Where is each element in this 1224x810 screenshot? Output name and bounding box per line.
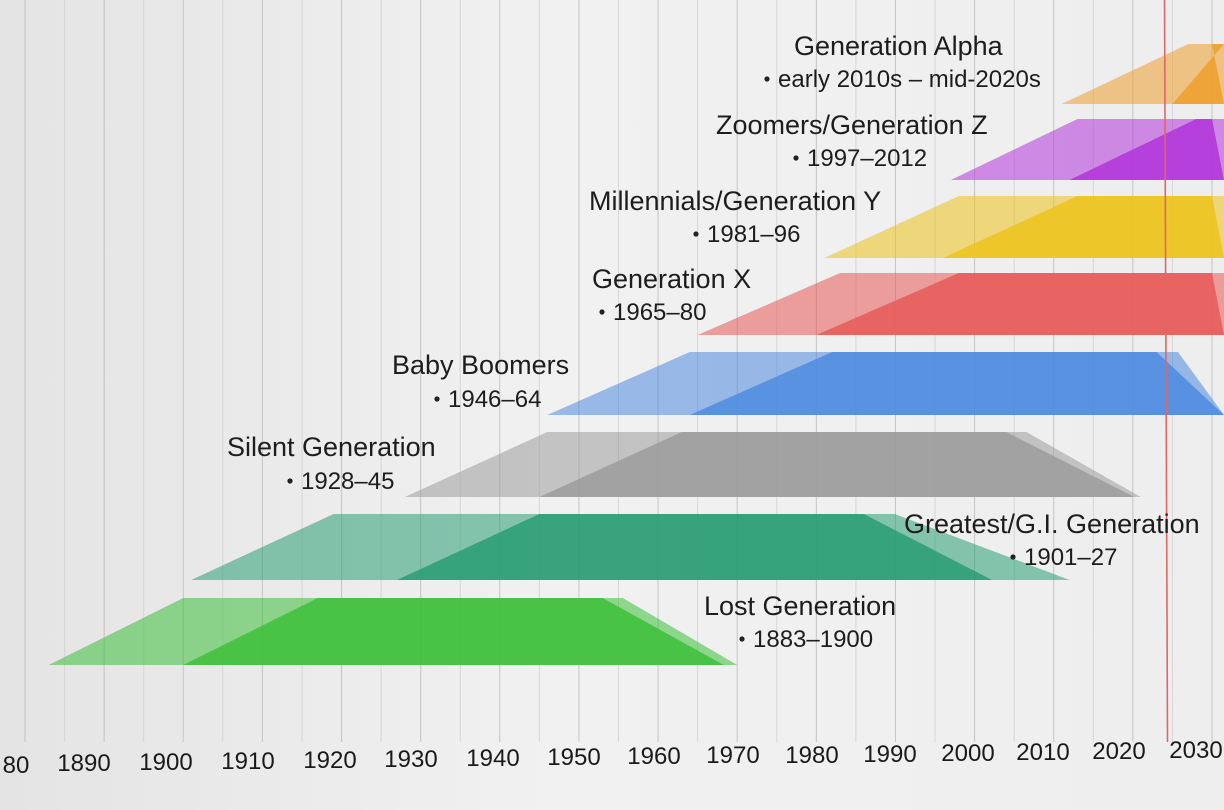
generation-range: 1901–27 bbox=[1024, 544, 1117, 571]
current-year-line bbox=[1163, 0, 1169, 743]
generation-range: 1883–1900 bbox=[753, 626, 873, 653]
generation-range: 1965–80 bbox=[613, 299, 706, 326]
generation-name: Silent Generation bbox=[227, 432, 436, 462]
generation-range: 1946–64 bbox=[448, 386, 541, 413]
bullet-icon bbox=[693, 231, 699, 237]
band-inner bbox=[396, 514, 993, 580]
generation-range: 1928–45 bbox=[301, 468, 394, 495]
generation-name: Lost Generation bbox=[704, 591, 896, 621]
generation-name: Millennials/Generation Y bbox=[589, 186, 881, 216]
generation-label: Generation X 1965–80 bbox=[592, 264, 751, 326]
bullet-icon bbox=[434, 396, 440, 402]
bullet-icon bbox=[1010, 554, 1016, 560]
generation-label: Millennials/Generation Y 1981–96 bbox=[589, 186, 881, 248]
x-tick-label: 1950 bbox=[547, 744, 600, 771]
generation-label: Lost Generation 1883–1900 bbox=[704, 591, 896, 653]
x-tick-label: 1960 bbox=[627, 743, 680, 770]
bullet-icon bbox=[739, 636, 745, 642]
bullet-icon bbox=[599, 309, 605, 315]
band-inner bbox=[1172, 44, 1224, 104]
x-axis-ticks: 80 1890 1900 1910 1920 1930 1940 1950 1960 1970 19… bbox=[3, 737, 1223, 779]
generation-band bbox=[48, 598, 738, 665]
generation-label: Generation Alpha early 2010s – mid-2020s bbox=[764, 31, 1041, 93]
x-tick-label: 1920 bbox=[303, 747, 356, 774]
generation-band bbox=[547, 352, 1224, 415]
x-tick-label: 80 bbox=[3, 752, 30, 779]
x-tick-label: 1990 bbox=[863, 741, 916, 768]
band-outer bbox=[1061, 44, 1224, 104]
generation-label: Greatest/G.I. Generation 1901–27 bbox=[904, 509, 1200, 571]
x-tick-label: 2030 bbox=[1169, 737, 1222, 764]
x-tick-label: 1980 bbox=[785, 742, 838, 769]
bullet-icon bbox=[764, 76, 770, 82]
x-tick-label: 1940 bbox=[466, 745, 519, 772]
generation-name: Generation Alpha bbox=[794, 31, 1004, 61]
generation-label: Baby Boomers 1946–64 bbox=[392, 350, 569, 413]
x-tick-label: 1900 bbox=[139, 749, 192, 776]
generation-band bbox=[697, 273, 1224, 335]
x-tick-label: 1890 bbox=[57, 750, 110, 777]
generation-band bbox=[824, 196, 1224, 258]
bullet-icon bbox=[287, 478, 293, 484]
x-tick-label: 1970 bbox=[706, 742, 759, 769]
band-inner bbox=[816, 273, 1224, 335]
x-tick-label: 2000 bbox=[941, 740, 994, 767]
band-inner bbox=[539, 432, 1135, 497]
generation-label: Silent Generation 1928–45 bbox=[227, 432, 436, 495]
bullet-icon bbox=[793, 155, 799, 161]
generation-range: 1981–96 bbox=[707, 221, 800, 248]
generation-range: 1997–2012 bbox=[807, 145, 927, 172]
x-tick-label: 2010 bbox=[1016, 739, 1069, 766]
generation-band bbox=[950, 119, 1224, 180]
x-tick-label: 1930 bbox=[384, 746, 437, 773]
band-inner bbox=[183, 598, 724, 665]
generation-labels: Lost Generation 1883–1900 Greatest/G.I. Ge… bbox=[227, 31, 1200, 653]
generation-name: Greatest/G.I. Generation bbox=[904, 509, 1200, 539]
generation-range: early 2010s – mid-2020s bbox=[778, 66, 1041, 93]
band-inner bbox=[689, 352, 1224, 415]
generation-name: Zoomers/Generation Z bbox=[716, 110, 988, 140]
generation-bands bbox=[48, 44, 1224, 665]
generation-band bbox=[404, 432, 1141, 497]
x-tick-label: 1910 bbox=[221, 748, 274, 775]
reference-line-layer bbox=[1163, 0, 1169, 743]
x-tick-label: 2020 bbox=[1092, 738, 1145, 765]
band-inner bbox=[942, 196, 1224, 258]
generation-band bbox=[1061, 44, 1224, 104]
generation-band bbox=[191, 514, 1070, 580]
generation-name: Baby Boomers bbox=[392, 350, 569, 380]
band-inner bbox=[1069, 119, 1224, 180]
generation-label: Zoomers/Generation Z 1997–2012 bbox=[716, 110, 988, 172]
generation-name: Generation X bbox=[592, 264, 751, 294]
